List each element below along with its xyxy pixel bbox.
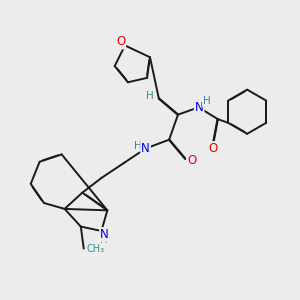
Text: CH₃: CH₃ <box>87 244 105 254</box>
Text: O: O <box>209 142 218 155</box>
Text: H: H <box>100 235 108 245</box>
Text: H: H <box>134 141 142 151</box>
Text: N: N <box>195 101 203 114</box>
Text: O: O <box>187 154 196 167</box>
Text: N: N <box>100 228 109 241</box>
Text: H: H <box>146 91 154 100</box>
Text: O: O <box>116 35 125 48</box>
Text: H: H <box>203 96 211 106</box>
Text: N: N <box>141 142 150 155</box>
